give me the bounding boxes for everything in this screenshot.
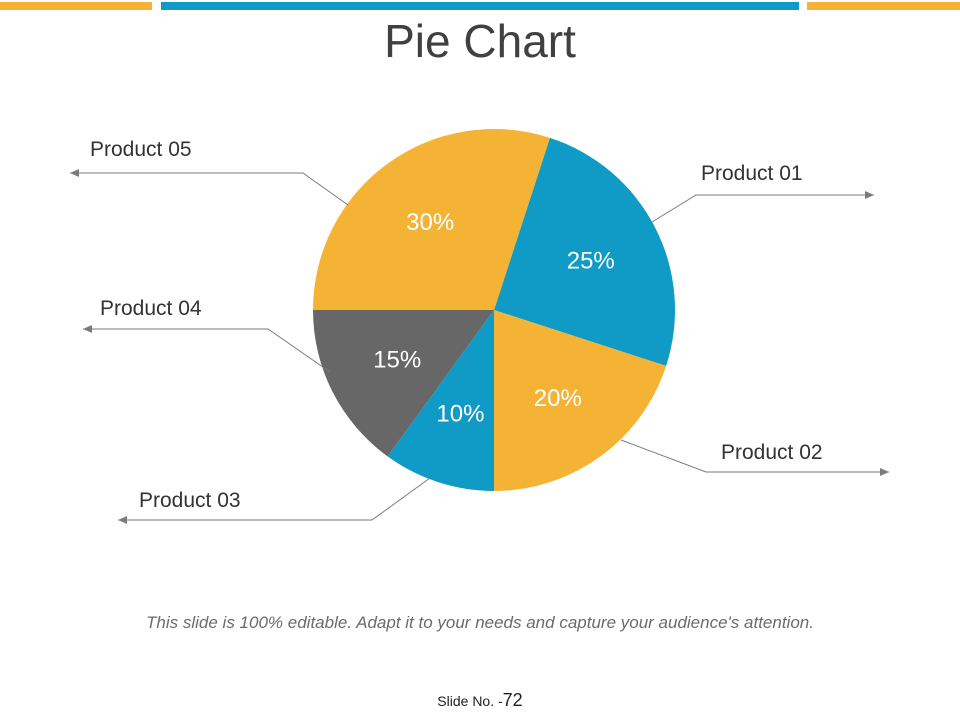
slice-category-label: Product 02 xyxy=(721,441,823,464)
callout-leader-line xyxy=(118,477,431,521)
pie-slice-product-05 xyxy=(313,128,550,310)
slice-value-label: 15% xyxy=(373,346,421,373)
arrowhead-icon xyxy=(880,468,889,476)
callout-leader-line xyxy=(620,439,889,473)
slide-number-label: Slide No. - xyxy=(437,693,503,709)
callout-leader-line xyxy=(70,172,349,206)
arrowhead-icon xyxy=(118,516,127,524)
slide-number: Slide No. -72 xyxy=(0,690,960,711)
slice-category-label: Product 01 xyxy=(701,162,803,185)
slide-number-value: 72 xyxy=(502,690,523,710)
pie-slice-product-03 xyxy=(387,310,494,491)
pie-slice-product-01 xyxy=(494,137,675,366)
slice-category-label: Product 03 xyxy=(139,489,241,512)
footer-note: This slide is 100% editable. Adapt it to… xyxy=(146,613,814,632)
slice-value-label: 30% xyxy=(406,209,454,236)
slice-category-label: Product 05 xyxy=(90,138,192,161)
pie-slice-product-04 xyxy=(313,310,494,457)
arrowhead-icon xyxy=(83,325,92,333)
slice-value-label: 10% xyxy=(436,400,484,427)
callout-leader-line xyxy=(83,328,331,373)
slide-title: Pie Chart xyxy=(384,15,576,67)
top-accent-bar-right xyxy=(807,2,960,10)
top-accent-bar-left xyxy=(0,2,152,10)
arrowhead-icon xyxy=(70,169,79,177)
slice-category-label: Product 04 xyxy=(100,297,202,320)
callout-leader-line xyxy=(651,194,874,223)
top-accent-bar-middle xyxy=(161,2,799,10)
slice-value-label: 25% xyxy=(567,248,615,275)
arrowhead-icon xyxy=(865,191,874,199)
pie-slice-product-02 xyxy=(494,310,667,491)
slice-value-label: 20% xyxy=(534,385,582,412)
